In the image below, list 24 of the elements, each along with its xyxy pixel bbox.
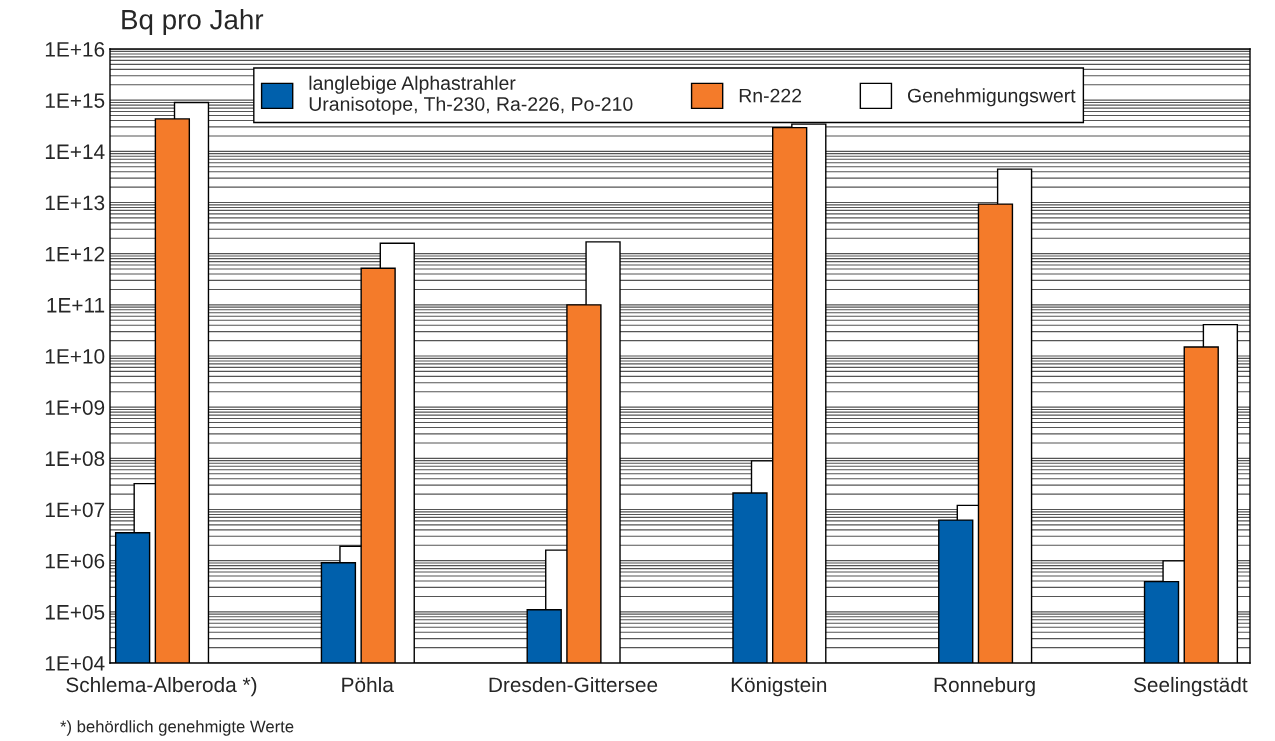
y-tick-label: 1E+04	[45, 656, 105, 671]
x-tick-label: Pöhla	[342, 676, 394, 693]
text: *) behördlich genehmigte Werte	[60, 720, 294, 736]
legend-label: Genehmigungswert	[907, 88, 1076, 107]
x-tick-label: Königstein	[731, 676, 827, 697]
y-tick-label: 1E+05	[45, 604, 105, 620]
legend-label: langlebige Alphastrahler Uranisotope, Th-230, Ra-226, Po-210	[309, 75, 633, 115]
y-tick-label: 1E+12	[45, 246, 105, 262]
legend-label: Rn-222	[739, 88, 802, 103]
y-tick-label: 1E+14	[45, 144, 105, 159]
y-tick-label: 1E+08	[45, 451, 105, 467]
x-tick-label: Seelingstädt	[1133, 676, 1248, 697]
x-tick-label: Dresden-Gittersee	[489, 676, 658, 693]
y-tick-label: 1E+13	[45, 195, 105, 211]
chart-title: Bq pro Jahr	[122, 9, 264, 35]
y-tick-label: 1E+06	[45, 553, 105, 569]
y-tick-label: 1E+16	[45, 42, 105, 57]
y-tick-label: 1E+09	[45, 400, 105, 415]
x-tick-label: Schlema-Alberoda *)	[66, 676, 257, 697]
y-tick-label: 1E+07	[45, 502, 105, 518]
y-tick-label: 1E+10	[45, 349, 105, 364]
y-tick-label: 1E+15	[45, 93, 105, 108]
x-tick-label: Ronneburg	[934, 676, 1035, 697]
y-tick-label: 1E+11	[47, 298, 105, 313]
